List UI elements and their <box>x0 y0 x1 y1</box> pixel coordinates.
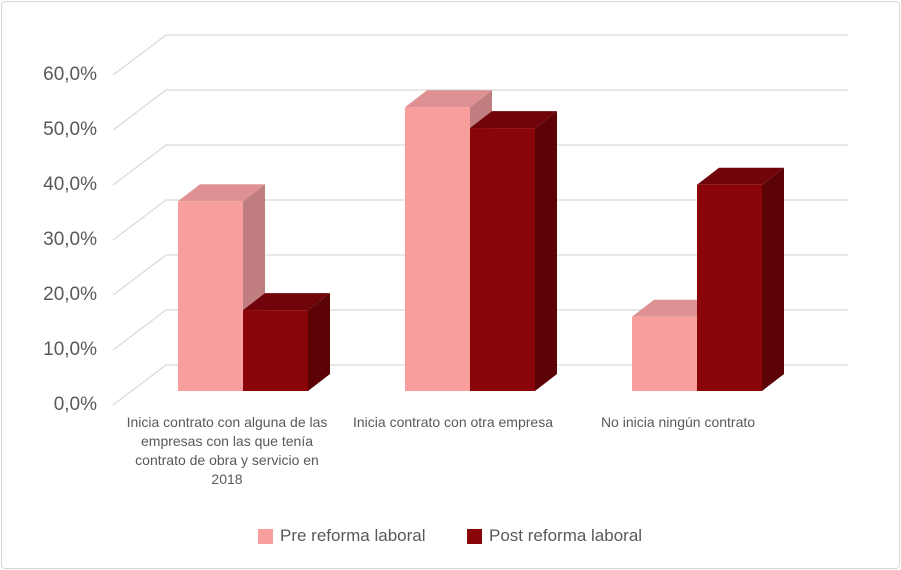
bar-series2-category2 <box>470 111 557 391</box>
y-axis-tick-label: 30,0% <box>43 229 97 250</box>
x-axis-category-label: Inicia contrato con alguna de las empres… <box>126 414 328 487</box>
gridline <box>112 254 848 296</box>
y-axis-tick-label: 50,0% <box>43 119 97 140</box>
y-axis-tick-label: 0,0% <box>53 394 97 415</box>
gridline <box>112 309 848 351</box>
legend-swatch-pre-icon <box>258 528 273 544</box>
bar-top-face <box>243 293 330 311</box>
legend-swatch-post-icon <box>467 528 482 544</box>
bar-front-face <box>178 201 243 391</box>
bar-side-face <box>535 111 557 391</box>
y-axis-tick-label: 20,0% <box>43 284 97 305</box>
bar-front-face <box>470 128 535 391</box>
y-axis-tick-label: 10,0% <box>43 339 97 360</box>
legend-label-pre: Pre reforma laboral <box>280 526 426 545</box>
bar-front-face <box>697 184 762 391</box>
bar-series2-category3 <box>697 167 784 391</box>
bar-front-face <box>405 107 470 391</box>
y-axis-tick-label: 40,0% <box>43 174 97 195</box>
gridline <box>112 364 848 406</box>
gridline <box>112 199 848 241</box>
bar-top-face <box>470 111 557 129</box>
bar-top-face <box>405 90 492 108</box>
bar-side-face <box>762 167 784 391</box>
x-axis-category-label: No inicia ningún contrato <box>600 414 756 430</box>
bar-top-face <box>178 184 265 202</box>
legend-item-post: Post reforma laboral <box>467 526 642 546</box>
gridline <box>112 144 848 186</box>
bar-front-face <box>243 310 308 391</box>
gridline <box>112 34 848 76</box>
bar-front-face <box>632 316 697 391</box>
gridline <box>112 89 848 131</box>
legend-label-post: Post reforma laboral <box>489 526 643 545</box>
bar-side-face <box>308 293 330 391</box>
x-axis-category-label: Inicia contrato con otra empresa <box>353 414 553 430</box>
legend-item-pre: Pre reforma laboral <box>258 526 426 546</box>
y-axis-tick-label: 60,0% <box>43 64 97 85</box>
bar-top-face <box>697 167 784 185</box>
bar-series2-category1 <box>243 293 330 391</box>
